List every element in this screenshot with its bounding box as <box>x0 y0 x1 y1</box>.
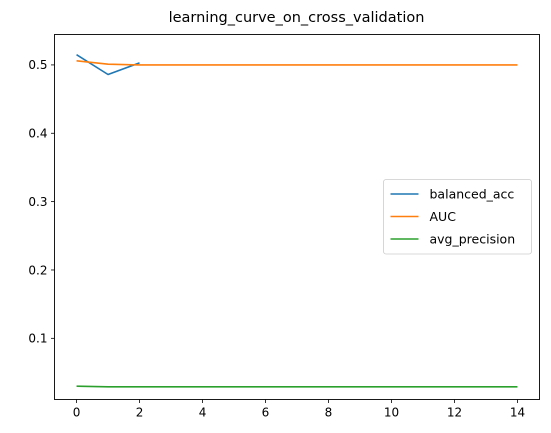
plot-frame <box>54 34 540 400</box>
x-tick-label: 2 <box>136 406 144 420</box>
x-tick-label: 0 <box>73 406 81 420</box>
series-line-avg-precision <box>76 385 518 388</box>
x-tick-label: 8 <box>325 406 333 420</box>
series-line-AUC <box>76 60 518 66</box>
y-tick-label: 0.1 <box>28 332 47 346</box>
legend-box <box>383 179 532 255</box>
legend-label-avg-precision: avg_precision <box>430 232 516 247</box>
y-tick-label: 0.4 <box>28 127 47 141</box>
x-tick-label: 6 <box>262 406 270 420</box>
y-tick-label: 0.5 <box>28 58 47 72</box>
x-tick-label: 14 <box>510 406 525 420</box>
legend-label-AUC: AUC <box>430 209 457 224</box>
y-tick-label: 0.2 <box>28 263 47 277</box>
x-tick-label: 4 <box>199 406 207 420</box>
legend-label-balanced-acc: balanced_acc <box>430 187 515 202</box>
chart-title: learning_curve_on_cross_validation <box>169 10 425 26</box>
y-tick-label: 0.3 <box>28 195 47 209</box>
x-tick-label: 12 <box>447 406 462 420</box>
x-tick-label: 10 <box>384 406 399 420</box>
